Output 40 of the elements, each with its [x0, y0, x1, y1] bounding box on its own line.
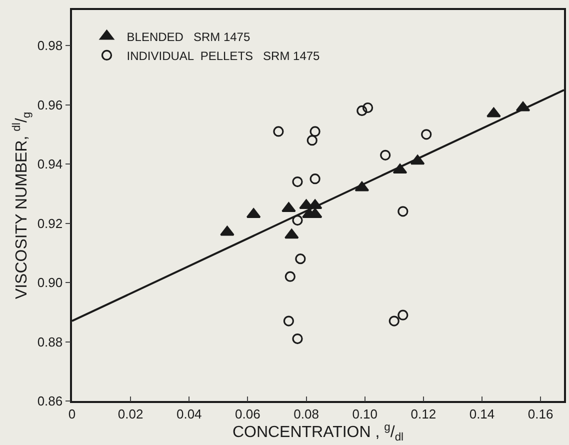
- point: [310, 174, 320, 184]
- point: [310, 126, 320, 137]
- legend-label: INDIVIDUAL PELLETS SRM 1475: [126, 48, 320, 63]
- x-tick-label: 0.10: [352, 406, 378, 422]
- x-tick-label: 0.16: [528, 406, 554, 422]
- point: [282, 202, 296, 212]
- point: [284, 228, 299, 239]
- y-tick-label: 0.90: [37, 275, 63, 290]
- y-tick-label: 0.98: [37, 38, 63, 54]
- point: [292, 176, 303, 188]
- x-tick-label: 0.04: [176, 406, 202, 422]
- x-tick-label: 0.12: [410, 406, 436, 422]
- point: [398, 206, 408, 217]
- point: [398, 310, 408, 320]
- point: [362, 102, 374, 114]
- point: [292, 334, 303, 344]
- y-tick-label: 0.96: [37, 97, 63, 112]
- point: [486, 107, 501, 118]
- y-tick-label: 0.92: [37, 216, 63, 231]
- point: [283, 316, 294, 326]
- point: [292, 215, 303, 226]
- x-tick-label: 0.14: [469, 406, 495, 422]
- point: [273, 126, 284, 137]
- legend-label: BLENDED SRM 1475: [126, 30, 250, 44]
- point: [421, 129, 432, 140]
- x-axis-title: CONCENTRATION , $^{g}$/$_{dl}$: [232, 421, 404, 444]
- y-tick-label: 0.88: [37, 334, 63, 350]
- y-tick-label: 0.86: [37, 394, 63, 409]
- x-tick-label: 0.06: [235, 406, 260, 422]
- y-tick-label: 0.94: [37, 156, 63, 172]
- point: [388, 316, 400, 326]
- point: [306, 135, 318, 146]
- point: [356, 105, 368, 116]
- point: [295, 254, 306, 264]
- x-tick-label: 0: [68, 406, 76, 422]
- x-tick-label: 0.08: [294, 406, 319, 422]
- x-tick-label: 0.02: [118, 406, 144, 422]
- point: [284, 271, 296, 282]
- point: [220, 226, 234, 236]
- point: [380, 150, 391, 160]
